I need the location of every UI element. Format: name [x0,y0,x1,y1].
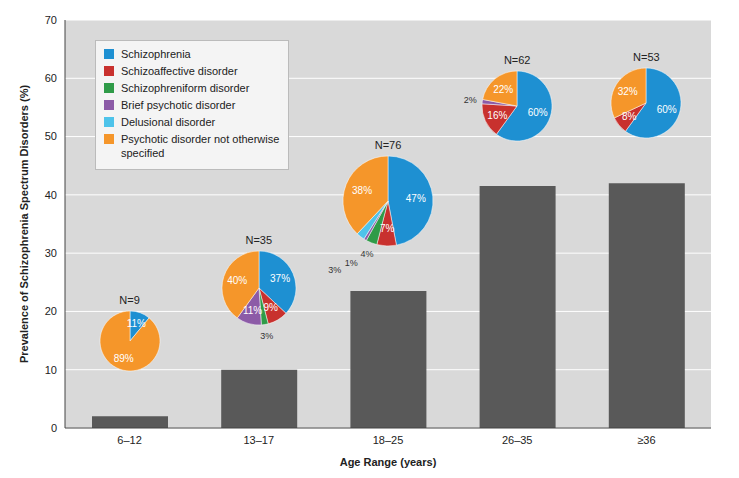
svg-text:10: 10 [45,364,57,376]
svg-text:8%: 8% [622,112,637,123]
svg-text:60%: 60% [528,107,548,118]
svg-text:22%: 22% [493,84,513,95]
svg-text:Prevalence of Schizophrenia Sp: Prevalence of Schizophrenia Spectrum Dis… [18,85,30,363]
svg-text:3%: 3% [328,265,341,275]
svg-text:11%: 11% [126,318,145,329]
svg-text:0: 0 [51,422,57,434]
html-text:N=9: N=9 [119,294,140,307]
html-text:Schizoaffective disorder: Schizoaffective disorder [121,65,238,77]
svg-text:2%: 2% [464,95,477,105]
svg-text:Age Range (years): Age Range (years) [340,456,437,468]
html-text:Psychotic disorder not otherwi: Psychotic disorder not otherwise specifi… [121,133,280,159]
svg-text:6–12: 6–12 [117,434,141,446]
html-text:Schizophrenia: Schizophrenia [121,48,191,60]
svg-text:16%: 16% [488,110,508,121]
svg-text:3%: 3% [260,331,273,341]
svg-text:11%: 11% [243,304,262,315]
html-text:N=62: N=62 [503,54,531,67]
svg-text:1%: 1% [345,258,358,268]
html-text:N=76: N=76 [374,139,402,151]
svg-text:26–35: 26–35 [502,434,533,446]
html-text:N=35: N=35 [245,233,273,246]
html-text:Schizophreniform disorder: Schizophreniform disorder [121,82,250,94]
svg-text:40: 40 [45,189,57,201]
svg-text:7%: 7% [380,223,395,234]
svg-text:9%: 9% [263,302,278,313]
svg-text:4%: 4% [361,249,374,259]
html-text:N=53: N=53 [633,51,660,64]
svg-text:32%: 32% [618,86,638,97]
svg-text:≥36: ≥36 [637,434,655,446]
svg-text:13–17: 13–17 [244,434,275,446]
svg-text:37%: 37% [270,273,290,284]
svg-text:60: 60 [45,72,57,84]
svg-text:89%: 89% [113,353,133,364]
svg-text:38%: 38% [352,185,372,196]
html-text:Delusional disorder: Delusional disorder [121,116,216,128]
svg-text:20: 20 [45,305,57,317]
svg-text:47%: 47% [406,193,426,204]
svg-text:40%: 40% [227,275,247,286]
html-text:Brief psychotic disorder: Brief psychotic disorder [121,99,236,111]
svg-text:50: 50 [45,130,57,142]
svg-text:70: 70 [45,14,57,26]
svg-text:18–25: 18–25 [373,434,404,446]
svg-text:60%: 60% [657,104,677,115]
svg-text:30: 30 [45,247,57,259]
